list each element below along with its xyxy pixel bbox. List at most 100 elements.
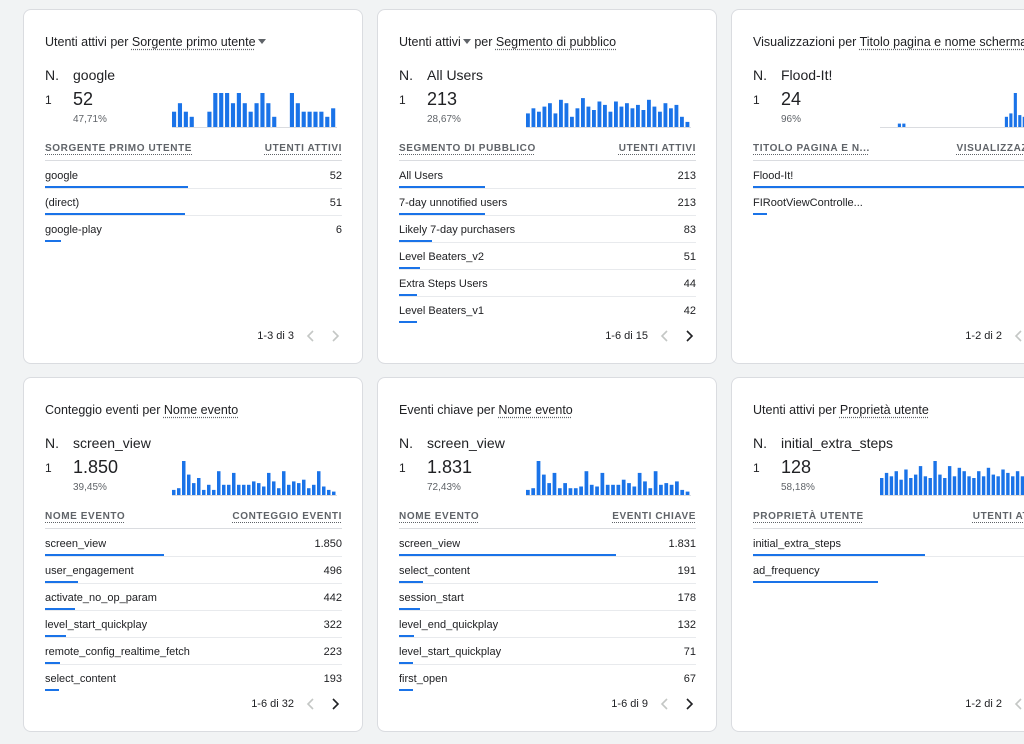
title-dimension[interactable]: Segmento di pubblico <box>495 35 617 49</box>
sparkline-bar[interactable] <box>680 116 684 127</box>
sparkline-bar[interactable] <box>237 484 241 495</box>
sparkline-bar[interactable] <box>322 486 326 496</box>
sparkline-bar[interactable] <box>674 104 679 127</box>
title-dimension[interactable]: Proprietà utente <box>839 403 929 417</box>
sparkline-bar[interactable] <box>619 106 624 127</box>
sparkline-bar[interactable] <box>289 93 294 127</box>
sparkline-bar[interactable] <box>541 474 546 495</box>
sparkline-bar[interactable] <box>557 488 562 495</box>
table-row[interactable]: initial_extra_steps128 <box>753 530 1024 557</box>
table-row[interactable]: session_start 178 <box>399 584 696 611</box>
sparkline-bar[interactable] <box>938 474 942 495</box>
sparkline-bar[interactable] <box>1018 115 1022 127</box>
table-row[interactable]: select_content 193 <box>45 665 342 692</box>
sparkline-bar[interactable] <box>592 110 596 127</box>
table-row[interactable]: user_engagement 496 <box>45 557 342 584</box>
column-header-dimension[interactable]: PROPRIETÀ UTENTE <box>753 511 864 522</box>
sparkline-bar[interactable] <box>586 106 591 127</box>
sparkline-bar[interactable] <box>177 488 181 495</box>
sparkline-bar[interactable] <box>909 478 913 495</box>
sparkline-bar[interactable] <box>225 93 230 127</box>
sparkline-bar[interactable] <box>302 479 306 495</box>
table-row[interactable]: remote_config_realtime_fetch 223 <box>45 638 342 665</box>
column-header-dimension[interactable]: NOME EVENTO <box>45 511 126 522</box>
sparkline-bar[interactable] <box>548 103 552 127</box>
sparkline-bar[interactable] <box>621 479 626 495</box>
sparkline-bar[interactable] <box>899 479 903 495</box>
sparkline-bar[interactable] <box>685 121 690 127</box>
sparkline-bar[interactable] <box>923 476 928 495</box>
sparkline-bar[interactable] <box>187 474 191 495</box>
sparkline-bar[interactable] <box>332 491 336 495</box>
table-row[interactable]: level_end_quickplay 132 <box>399 611 696 638</box>
sparkline-bar[interactable] <box>292 481 296 495</box>
table-row[interactable]: google 52 <box>45 162 342 189</box>
sparkline-bar[interactable] <box>659 484 663 495</box>
title-metric[interactable]: Utenti attivi <box>399 35 461 49</box>
sparkline-bar[interactable] <box>637 472 642 495</box>
sparkline-bar[interactable] <box>1011 476 1015 495</box>
sparkline-bar[interactable] <box>952 476 957 495</box>
chevron-right-icon[interactable] <box>328 697 342 711</box>
sparkline-bar[interactable] <box>217 471 221 495</box>
sparkline-bar[interactable] <box>632 486 637 496</box>
sparkline-bar[interactable] <box>1004 116 1008 127</box>
table-row[interactable]: Level Beaters_v2 51 <box>399 243 696 270</box>
sparkline-bar[interactable] <box>312 484 316 495</box>
table-row[interactable]: Level Beaters_v1 42 <box>399 297 696 324</box>
column-header-dimension[interactable]: TITOLO PAGINA E N... <box>753 143 870 154</box>
sparkline-bar[interactable] <box>573 488 578 495</box>
sparkline-bar[interactable] <box>889 476 894 495</box>
card-title[interactable]: Utenti attivi per Proprietà utente <box>753 402 1024 419</box>
sparkline-bar[interactable] <box>536 461 541 495</box>
sparkline-bar[interactable] <box>627 483 631 495</box>
sparkline-bar[interactable] <box>595 486 599 496</box>
sparkline-bar[interactable] <box>266 103 271 127</box>
chevron-right-icon[interactable] <box>682 329 696 343</box>
sparkline-bar[interactable] <box>611 484 615 495</box>
sparkline-bar[interactable] <box>563 483 567 495</box>
sparkline-bar[interactable] <box>647 99 651 127</box>
sparkline-bar[interactable] <box>247 484 251 495</box>
sparkline-bar[interactable] <box>197 478 201 495</box>
chevron-left-icon[interactable] <box>1012 329 1024 343</box>
sparkline-bar[interactable] <box>282 471 286 495</box>
sparkline-bar[interactable] <box>295 103 300 127</box>
sparkline-bar[interactable] <box>581 98 585 127</box>
title-metric[interactable]: Utenti attivi <box>45 35 107 49</box>
table-row[interactable]: select_content 191 <box>399 557 696 584</box>
sparkline-bar[interactable] <box>537 111 541 127</box>
sparkline-bar[interactable] <box>947 466 952 495</box>
table-row[interactable]: Extra Steps Users 44 <box>399 270 696 297</box>
column-header-dimension[interactable]: SEGMENTO DI PUBBLICO <box>399 143 536 154</box>
sparkline-bar[interactable] <box>675 481 679 495</box>
sparkline-bar[interactable] <box>236 93 241 127</box>
sparkline-bar[interactable] <box>219 93 224 127</box>
sparkline-bar[interactable] <box>248 111 253 127</box>
sparkline-bar[interactable] <box>222 484 226 495</box>
title-dimension[interactable]: Nome evento <box>498 403 573 417</box>
table-row[interactable]: Flood-It!24 <box>753 162 1024 189</box>
sparkline-bar[interactable] <box>272 481 276 495</box>
sparkline-bar[interactable] <box>172 111 177 127</box>
sparkline-bar[interactable] <box>307 488 311 495</box>
sparkline-bar[interactable] <box>991 474 996 495</box>
chevron-left-icon[interactable] <box>1012 697 1024 711</box>
sparkline-bar[interactable] <box>252 481 256 495</box>
sparkline-bar[interactable] <box>880 478 884 495</box>
sparkline-bar[interactable] <box>669 108 673 127</box>
sparkline-bar[interactable] <box>663 103 668 127</box>
sparkline-bar[interactable] <box>1015 471 1020 495</box>
table-row[interactable]: (direct) 51 <box>45 189 342 216</box>
sparkline-bar[interactable] <box>579 486 583 496</box>
sparkline-bar[interactable] <box>183 111 188 127</box>
table-row[interactable]: activate_no_op_param 442 <box>45 584 342 611</box>
sparkline-bar[interactable] <box>630 108 635 127</box>
sparkline-bar[interactable] <box>603 104 607 127</box>
sparkline-bar[interactable] <box>267 472 271 495</box>
chevron-left-icon[interactable] <box>658 697 672 711</box>
sparkline-bar[interactable] <box>1001 469 1005 496</box>
table-row[interactable]: first_open 67 <box>399 665 696 692</box>
sparkline-bar[interactable] <box>232 472 236 495</box>
sparkline-bar[interactable] <box>230 103 236 127</box>
